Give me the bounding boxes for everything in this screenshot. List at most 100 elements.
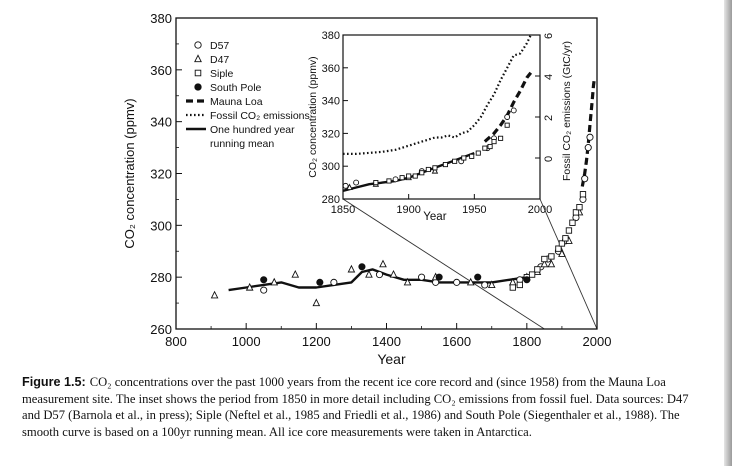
siple-point	[565, 227, 573, 234]
d57-point	[260, 286, 268, 294]
caption-line: CO₂ concentrations over the past 1000 ye…	[89, 375, 666, 389]
d47-point	[389, 269, 398, 278]
siple-point	[579, 191, 587, 198]
south-pole-point	[194, 83, 202, 91]
d47-point	[379, 259, 387, 268]
inset-y-tick-label: 360	[322, 63, 340, 75]
siple-point	[504, 122, 510, 128]
d47-point	[194, 54, 202, 63]
siple-point	[406, 173, 412, 179]
legend: D57 D47 Siple South Pole Mauna Loa Fossil CO₂…	[186, 40, 310, 150]
siple-point	[452, 158, 458, 164]
main-x-tick-label: 800	[165, 334, 187, 349]
siple-point	[432, 165, 438, 171]
d57-point	[453, 278, 461, 286]
legend-label: Fossil CO₂ emissions	[210, 110, 310, 122]
d57-point	[330, 278, 338, 286]
figure-caption: Figure 1.5: CO₂ concentrations over the p…	[22, 374, 712, 440]
siple-point	[555, 245, 562, 252]
siple-point	[419, 170, 425, 176]
d47-point	[403, 277, 412, 286]
d57-point	[504, 114, 511, 120]
zoom-connector-line	[342, 198, 545, 330]
main-x-tick-label: 1000	[232, 334, 261, 349]
running-mean-line	[228, 268, 527, 292]
d47-point	[291, 269, 300, 278]
siple-point	[373, 180, 379, 186]
inset-chart: 1850 1900 1950 2000 280 300 320 340 360 380 0 2 4 6 C…	[307, 30, 573, 223]
d57-point	[342, 182, 349, 189]
siple-point	[475, 150, 481, 156]
d47-point	[431, 167, 439, 174]
inset-plot-frame	[342, 34, 541, 200]
siple-point	[412, 173, 418, 179]
siple-point	[516, 281, 523, 289]
d57-point	[510, 107, 517, 114]
caption-line: measurement site. The inset shows the pe…	[22, 391, 689, 406]
main-y-tick-label: 300	[150, 218, 172, 233]
main-y-tick-label: 260	[150, 322, 172, 337]
main-x-tick-label: 1400	[372, 334, 401, 349]
inset-y-axis-label: CO₂ concentration (ppmv)	[307, 56, 319, 177]
legend-label: D57	[210, 40, 229, 52]
legend-label: One hundred year	[210, 124, 295, 136]
siple-point	[569, 219, 576, 226]
zoom-connector-line	[539, 198, 598, 330]
d47-point	[346, 183, 353, 190]
inset-x-tick-label: 1850	[331, 204, 355, 216]
inset-y2-tick-label: 6	[543, 33, 555, 39]
d47-point	[270, 277, 279, 286]
siple-point	[534, 266, 541, 273]
d57-point	[375, 271, 384, 279]
siple-point	[562, 235, 569, 242]
main-x-tick-label: 1800	[512, 334, 541, 349]
d57-point	[418, 273, 426, 281]
d47-point	[312, 298, 321, 307]
inset-y-tick-label: 300	[322, 161, 340, 173]
d57-point	[584, 144, 592, 152]
main-x-tick-label: 1600	[442, 334, 471, 349]
main-x-axis-label: Year	[377, 351, 406, 367]
siple-point	[498, 135, 504, 141]
siple-point	[558, 240, 566, 247]
d47-point	[466, 277, 475, 286]
d57-point	[194, 41, 202, 49]
inset-y-tick-label: 280	[322, 194, 340, 206]
main-chart: 800 1000 1200 1400 1600 1800 20002602803003203…	[122, 11, 611, 367]
d47-point	[347, 264, 356, 273]
inset-y-tick-label: 320	[322, 128, 340, 140]
inset-y-tick-label: 380	[322, 30, 340, 42]
d47-point	[540, 259, 549, 268]
south-pole-point	[358, 263, 366, 271]
south-pole-point	[316, 278, 324, 286]
scan-edge-shadow	[724, 0, 732, 466]
legend-label: South Pole	[210, 82, 262, 94]
main-y-tick-label: 360	[150, 63, 172, 78]
siple-point	[572, 209, 580, 216]
siple-point	[442, 162, 448, 168]
main-y-tick-label: 320	[150, 167, 172, 182]
siple-point	[469, 153, 475, 159]
d57-point	[581, 175, 589, 183]
inset-mauna-loa-line	[483, 71, 533, 143]
d57-point	[392, 176, 399, 183]
d47-point	[558, 249, 566, 257]
siple-point	[461, 155, 467, 161]
main-y-tick-label: 280	[150, 270, 172, 285]
siple-point	[194, 69, 202, 77]
legend-label: Siple	[210, 68, 234, 80]
legend-label: Mauna Loa	[210, 96, 263, 108]
main-plot-frame	[175, 17, 598, 330]
d57-point	[481, 281, 489, 289]
inset-y2-tick-label: 0	[543, 156, 555, 162]
caption-line: smooth curve is based on a 100yr running…	[22, 424, 532, 439]
d47-point	[245, 282, 254, 291]
siple-point	[399, 175, 405, 181]
south-pole-point	[260, 276, 268, 284]
d47-point	[210, 290, 219, 299]
siple-point	[487, 143, 493, 150]
d57-point	[586, 133, 594, 141]
main-y-axis-label: CO₂ concentration (ppmv)	[122, 98, 137, 248]
siple-point	[509, 284, 516, 291]
